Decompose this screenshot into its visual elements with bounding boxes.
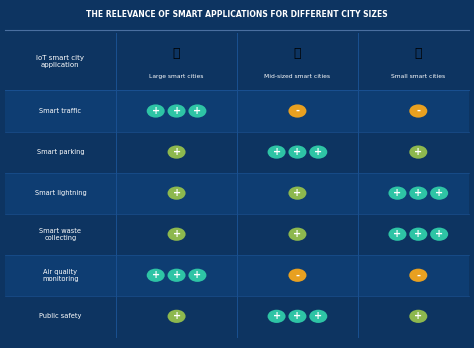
Text: Smart parking: Smart parking [36,149,84,155]
Text: +: + [273,311,281,321]
Text: Smart waste
collecting: Smart waste collecting [39,228,82,241]
Circle shape [168,145,185,159]
Text: +: + [173,311,181,321]
Text: +: + [314,311,322,321]
Text: Mid-sized smart cities: Mid-sized smart cities [264,74,330,79]
Text: +: + [435,229,443,239]
Text: Smart traffic: Smart traffic [39,108,82,114]
Circle shape [409,228,427,241]
Circle shape [409,104,427,118]
Circle shape [309,145,327,159]
Circle shape [288,187,306,200]
Circle shape [147,269,165,282]
Text: +: + [414,188,422,198]
Text: Large smart cities: Large smart cities [149,74,204,79]
Text: -: - [295,270,300,280]
Circle shape [288,145,306,159]
FancyBboxPatch shape [5,255,469,296]
FancyBboxPatch shape [5,33,469,90]
Text: +: + [193,270,201,280]
Text: +: + [314,147,322,157]
Text: +: + [152,106,160,116]
Circle shape [409,310,427,323]
Text: +: + [273,147,281,157]
Circle shape [409,145,427,159]
Text: 🏙: 🏙 [173,47,180,60]
Text: +: + [173,147,181,157]
Circle shape [430,187,448,200]
Circle shape [388,187,406,200]
Text: Smart lightning: Smart lightning [35,190,86,196]
Text: 🏰: 🏰 [294,47,301,60]
FancyBboxPatch shape [5,296,469,337]
Circle shape [288,228,306,241]
Text: -: - [416,106,420,116]
Circle shape [188,104,206,118]
Text: +: + [414,147,422,157]
Circle shape [409,187,427,200]
Circle shape [168,269,185,282]
Circle shape [267,310,285,323]
Text: Public safety: Public safety [39,313,82,319]
FancyBboxPatch shape [5,90,469,132]
Text: +: + [414,311,422,321]
Circle shape [168,310,185,323]
Text: +: + [293,147,301,157]
Text: +: + [152,270,160,280]
Circle shape [288,269,306,282]
Text: +: + [393,188,401,198]
FancyBboxPatch shape [5,214,469,255]
Text: +: + [173,106,181,116]
Text: -: - [295,106,300,116]
Text: +: + [293,311,301,321]
Circle shape [168,187,185,200]
Circle shape [188,269,206,282]
Text: +: + [293,229,301,239]
Circle shape [409,269,427,282]
FancyBboxPatch shape [5,173,469,214]
Text: +: + [293,188,301,198]
Text: THE RELEVANCE OF SMART APPLICATIONS FOR DIFFERENT CITY SIZES: THE RELEVANCE OF SMART APPLICATIONS FOR … [86,10,388,19]
Circle shape [430,228,448,241]
Text: +: + [173,229,181,239]
FancyBboxPatch shape [5,132,469,173]
Circle shape [309,310,327,323]
Circle shape [147,104,165,118]
Circle shape [168,228,185,241]
Circle shape [168,104,185,118]
Circle shape [288,104,306,118]
Text: +: + [173,270,181,280]
Text: Air quality
monitoring: Air quality monitoring [42,269,79,282]
Circle shape [388,228,406,241]
Text: +: + [414,229,422,239]
Text: +: + [435,188,443,198]
Text: +: + [173,188,181,198]
Text: +: + [193,106,201,116]
Circle shape [267,145,285,159]
Text: Small smart cities: Small smart cities [391,74,446,79]
Text: IoT smart city
application: IoT smart city application [36,55,84,68]
Text: +: + [393,229,401,239]
Text: -: - [416,270,420,280]
Circle shape [288,310,306,323]
Text: 🏘: 🏘 [415,47,422,60]
